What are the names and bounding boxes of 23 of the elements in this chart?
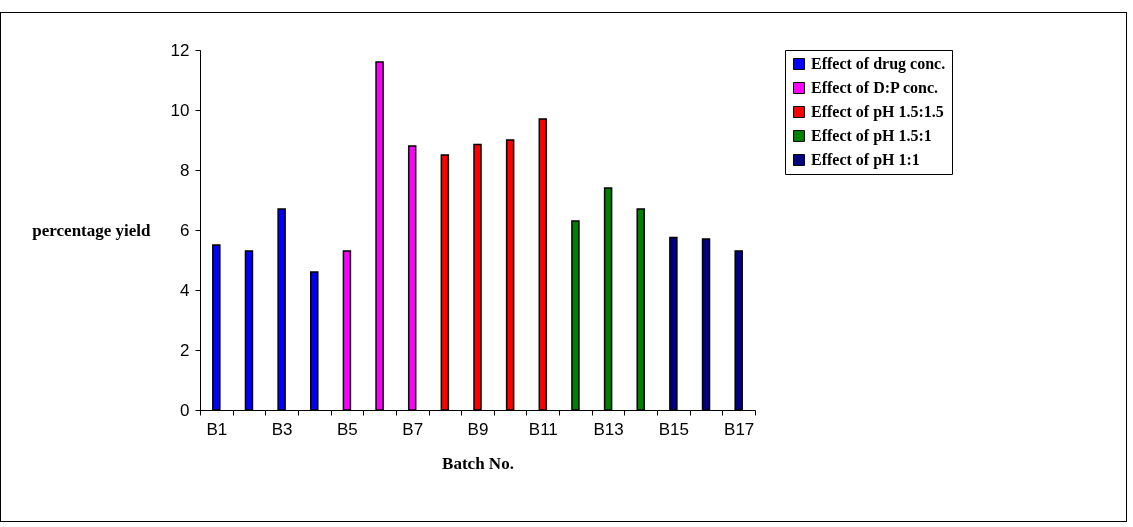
legend-label: Effect of D:P conc.	[811, 79, 939, 96]
y-tick-label: 4	[180, 280, 190, 300]
legend-label: Effect of pH 1.5:1	[811, 127, 932, 145]
y-tick-label: 12	[170, 40, 190, 60]
y-tick-label: 6	[180, 220, 190, 240]
x-tick-label: B1	[206, 419, 228, 439]
legend-label: Effect of pH 1.5:1.5	[811, 103, 944, 121]
x-axis-title: Batch No.	[442, 453, 514, 473]
y-axis-title: percentage yield	[32, 220, 152, 240]
x-tick-label: B3	[271, 419, 293, 439]
y-tick-label: 0	[180, 400, 190, 420]
x-tick-label: B15	[658, 419, 690, 439]
x-tick-label: B5	[337, 419, 358, 439]
x-tick-label: B17	[724, 419, 755, 439]
x-tick-label: B9	[467, 419, 489, 439]
x-tick-label: B13	[593, 419, 624, 439]
y-tick-label: 2	[180, 340, 190, 360]
legend-label: Effect of drug conc.	[811, 55, 946, 73]
y-tick-label: 8	[180, 160, 190, 180]
x-tick-label: B11	[528, 419, 558, 439]
x-tick-label: B7	[402, 419, 424, 439]
y-tick-label: 10	[170, 100, 190, 120]
legend-label: Effect of pH 1:1	[811, 151, 920, 169]
